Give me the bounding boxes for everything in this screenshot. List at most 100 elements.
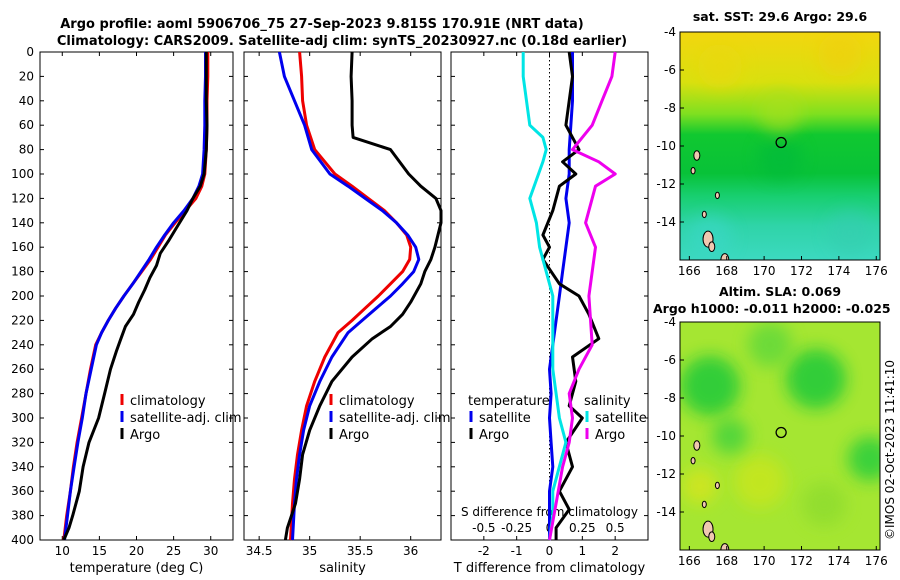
field-patch bbox=[848, 436, 880, 481]
y-tick-label: -12 bbox=[656, 177, 676, 191]
series-line-argo bbox=[62, 52, 209, 541]
legend-label: Argo bbox=[339, 428, 369, 443]
legend-label: climatology bbox=[339, 394, 415, 409]
profile-panel-2: 34.5 35 35.5 36 salinity climatology satellite… bbox=[243, 51, 451, 576]
x-tick-label: 172 bbox=[790, 264, 813, 278]
copyright-stamp: ©IMOS 02-Oct-2023 11:41:10 bbox=[883, 360, 897, 540]
y-tick-label: 280 bbox=[11, 387, 34, 401]
map-field bbox=[680, 322, 880, 550]
y-tick-label: -14 bbox=[656, 505, 676, 519]
y-tick-label: -10 bbox=[656, 139, 676, 153]
y-tick-label: 380 bbox=[11, 509, 34, 523]
y-tick-label: -14 bbox=[656, 215, 676, 229]
y-tick-label: 100 bbox=[11, 167, 34, 181]
legend-label: satellite-adj. clim bbox=[130, 411, 242, 426]
field-patch bbox=[698, 44, 742, 89]
y-tick-label: 320 bbox=[11, 435, 34, 449]
coastline-island bbox=[701, 500, 707, 509]
field-patch bbox=[734, 455, 786, 508]
coastline-island bbox=[714, 191, 720, 200]
map-title: sat. SST: 29.6 Argo: 29.6 bbox=[693, 9, 868, 24]
legend-label: satellite-adj. clim bbox=[339, 411, 451, 426]
x-tick-label: 168 bbox=[715, 554, 738, 568]
map-field bbox=[680, 32, 880, 260]
map-title: Altim. SLA: 0.069 bbox=[719, 284, 841, 299]
series-line-temperature-satellite bbox=[548, 52, 574, 540]
x-axis-label: temperature (deg C) bbox=[70, 561, 204, 576]
map-panel-2: 166 168 170 172 174 176 -4 -6 -8 -10 -12 -14 Altim. … bbox=[653, 284, 891, 568]
field-patch bbox=[712, 418, 748, 454]
series-line-satellite-adj.-clim bbox=[63, 52, 207, 541]
top-tick-label: -0.5 bbox=[472, 521, 495, 535]
y-tick-label: 60 bbox=[19, 118, 34, 132]
y-tick-label: 80 bbox=[19, 143, 34, 157]
x-tick-label: 25 bbox=[166, 544, 181, 558]
x-tick-label: 176 bbox=[865, 264, 888, 278]
series-line-climatology bbox=[289, 51, 413, 541]
y-tick-label: 0 bbox=[26, 45, 34, 59]
legend: climatology satellite-adj. clim Argo bbox=[120, 394, 242, 443]
y-tick-label: 20 bbox=[19, 69, 34, 83]
x-tick-label: 34.5 bbox=[246, 544, 273, 558]
top-tick-label: 0.25 bbox=[569, 521, 596, 535]
x-tick-label: 20 bbox=[129, 544, 144, 558]
series-group bbox=[277, 51, 443, 541]
coastline-island bbox=[693, 150, 701, 161]
field-patch bbox=[802, 482, 846, 527]
x-axis-label: T difference from climatology bbox=[453, 561, 646, 576]
y-tick-label: 40 bbox=[19, 94, 34, 108]
y-tick-label: 260 bbox=[11, 362, 34, 376]
coastline-island bbox=[714, 481, 720, 490]
field-patch bbox=[758, 135, 802, 180]
x-tick-label: -1 bbox=[511, 544, 523, 558]
series-line-salinity-satellite bbox=[521, 52, 568, 541]
series-line-argo bbox=[283, 51, 443, 541]
x-tick-label: 170 bbox=[753, 554, 776, 568]
legend-label: Argo bbox=[479, 428, 509, 443]
coastline-island bbox=[708, 241, 716, 252]
series-group bbox=[62, 52, 210, 541]
plot-frame bbox=[39, 51, 234, 541]
y-tick-label: 240 bbox=[11, 338, 34, 352]
legend-label: climatology bbox=[130, 394, 206, 409]
legend-title: salinity bbox=[584, 394, 631, 409]
x-tick-label: 35 bbox=[302, 544, 317, 558]
series-group bbox=[521, 51, 617, 541]
legend: climatology satellite-adj. clim Argo bbox=[329, 394, 451, 443]
top-tick-label: 0.5 bbox=[606, 521, 625, 535]
y-tick-label: 200 bbox=[11, 289, 34, 303]
argo-marker bbox=[775, 136, 787, 149]
series-line-satellite-adj.-clim bbox=[277, 51, 421, 541]
x-tick-label: 170 bbox=[753, 264, 776, 278]
series-line-salinity-argo bbox=[548, 51, 617, 541]
x-tick-label: 174 bbox=[827, 264, 850, 278]
argo-marker bbox=[775, 426, 787, 439]
y-tick-label: 120 bbox=[11, 191, 34, 205]
header-line-1: Argo profile: aoml 5906706_75 27-Sep-202… bbox=[60, 17, 584, 32]
x-tick-label: 176 bbox=[865, 554, 888, 568]
y-tick-label: -12 bbox=[656, 467, 676, 481]
field-patch bbox=[786, 349, 846, 409]
coastline-island bbox=[690, 167, 696, 175]
map-panel-1: 166 168 170 172 174 176 -4 -6 -8 -10 -12 -14 sat. SS… bbox=[656, 9, 887, 278]
legend-label: Argo bbox=[595, 428, 625, 443]
x-tick-label: 30 bbox=[203, 544, 218, 558]
x-axis-label: salinity bbox=[319, 561, 366, 576]
x-tick-label: 2 bbox=[611, 544, 619, 558]
legend-title: temperature bbox=[468, 394, 550, 409]
x-tick-label: 1 bbox=[579, 544, 587, 558]
y-tick-label: -4 bbox=[664, 25, 676, 39]
field-patch bbox=[818, 32, 862, 77]
y-tick-label: 340 bbox=[11, 460, 34, 474]
field-patch bbox=[748, 322, 792, 367]
coastline-island bbox=[690, 457, 696, 465]
x-tick-label: 166 bbox=[678, 264, 701, 278]
y-tick-label: -8 bbox=[664, 101, 676, 115]
x-tick-label: 0 bbox=[546, 544, 554, 558]
x-tick-label: 35.5 bbox=[347, 544, 374, 558]
legend-label: Argo bbox=[130, 428, 160, 443]
coastline-island bbox=[708, 531, 716, 543]
coastline-island bbox=[693, 440, 701, 451]
x-tick-label: 172 bbox=[790, 554, 813, 568]
